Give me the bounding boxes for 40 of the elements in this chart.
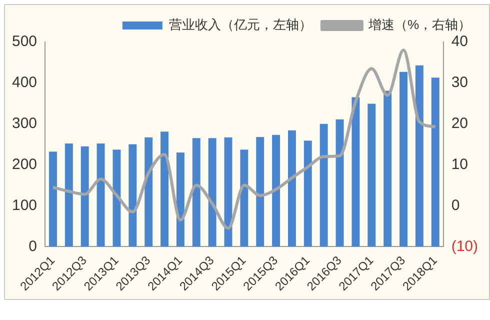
- y2-tick-label: 40: [451, 33, 468, 50]
- bar: [415, 65, 424, 247]
- bar: [160, 132, 168, 247]
- bar: [80, 146, 89, 247]
- bar: [272, 134, 280, 247]
- y-tick-label: 500: [12, 33, 38, 50]
- bar: [49, 152, 57, 247]
- bar: [240, 150, 248, 247]
- bar: [336, 119, 344, 247]
- bar: [304, 140, 312, 247]
- y2-tick-label: 30: [451, 74, 468, 92]
- bar: [384, 90, 392, 247]
- y2-tick-label: 0: [451, 196, 460, 214]
- bar: [64, 143, 73, 247]
- bar: [128, 144, 137, 247]
- bar: [400, 72, 408, 247]
- bar: [288, 130, 296, 247]
- bar: [208, 138, 216, 247]
- bar: [144, 137, 153, 247]
- y-tick-label: 0: [28, 238, 38, 255]
- legend-label: 营业收入（亿元，左轴）: [168, 17, 312, 32]
- bar: [224, 137, 232, 247]
- y2-tick-label: 20: [451, 114, 468, 132]
- bar: [368, 104, 376, 247]
- bar: [176, 152, 184, 247]
- y2-tick-label: (10): [451, 238, 478, 255]
- bar: [112, 150, 121, 247]
- bar: [256, 136, 264, 247]
- y-tick-label: 300: [12, 114, 38, 132]
- bar: [431, 78, 440, 247]
- bar: [192, 138, 200, 247]
- bar: [320, 124, 328, 247]
- line-series: [51, 48, 437, 230]
- y-tick-label: 100: [12, 196, 38, 214]
- y2-tick-label: 10: [451, 156, 468, 173]
- y-tick-label: 400: [12, 74, 38, 92]
- legend-label: 增速（%，右轴）: [367, 17, 472, 32]
- bar: [96, 143, 105, 247]
- bar: [352, 97, 360, 247]
- y-tick-label: 200: [12, 156, 38, 173]
